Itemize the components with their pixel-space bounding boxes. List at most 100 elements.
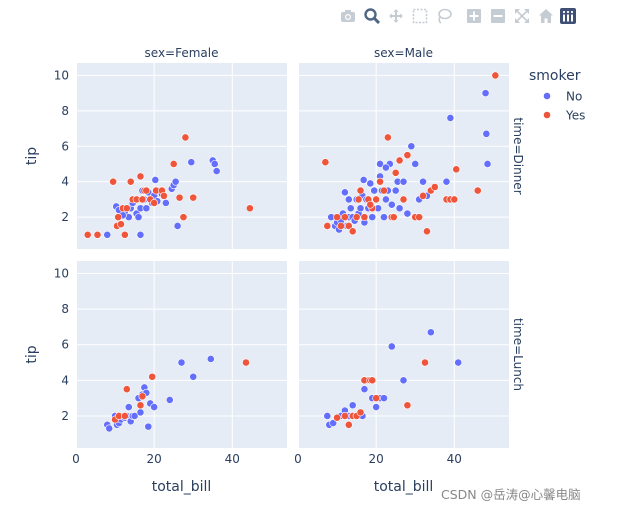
scatter-point-yes <box>83 230 92 239</box>
scatter-point-no <box>150 403 159 411</box>
zoom-out-icon[interactable] <box>490 8 506 24</box>
scatter-point-no <box>105 424 114 433</box>
scatter-point-no <box>165 396 174 404</box>
scatter-point-yes <box>380 186 388 195</box>
lasso-select-icon[interactable] <box>436 8 452 24</box>
scatter-point-yes <box>352 213 361 222</box>
scatter-point-yes <box>117 220 125 229</box>
scatter-point-yes <box>333 413 341 422</box>
scatter-point-no <box>323 412 332 420</box>
scatter-point-no <box>130 412 139 420</box>
scatter-point-no <box>340 188 349 197</box>
scatter-point-no <box>426 328 435 337</box>
scatter-point-yes <box>142 186 151 195</box>
scatter-point-yes <box>175 193 184 202</box>
zoom-in-icon[interactable] <box>466 8 482 24</box>
scatter-point-yes <box>354 195 363 204</box>
facet-col-label: sex=Male <box>374 46 433 60</box>
facet-row-label: time=Lunch <box>511 318 525 391</box>
scatter-point-no <box>136 230 145 239</box>
scatter-point-yes <box>419 191 427 200</box>
box-select-icon[interactable] <box>412 8 428 24</box>
scatter-point-no <box>171 177 180 186</box>
scatter-point-yes <box>109 177 118 186</box>
scatter-point-no <box>348 401 357 410</box>
legend-marker-yes[interactable] <box>543 111 551 119</box>
scatter-point-no <box>173 222 182 230</box>
scatter-point-no <box>481 89 490 98</box>
scatter-point-yes <box>120 230 129 239</box>
scatter-point-no <box>372 403 381 411</box>
y-tick-label: 2 <box>61 210 69 224</box>
scatter-point-yes <box>323 222 332 230</box>
scatter-point-yes <box>169 160 178 168</box>
pan-icon[interactable] <box>388 8 404 24</box>
scatter-point-no <box>446 114 455 122</box>
x-tick-label: 0 <box>72 452 80 466</box>
scatter-point-no <box>483 160 492 168</box>
scatter-point-yes <box>399 195 408 204</box>
scatter-point-yes <box>348 227 357 236</box>
scatter-point-yes <box>356 186 365 195</box>
scatter-point-yes <box>372 394 381 403</box>
y-tick-label: 10 <box>54 68 69 82</box>
scatter-point-yes <box>160 191 168 200</box>
scatter-point-no <box>442 177 451 186</box>
scatter-point-no <box>151 176 160 184</box>
scatter-point-yes <box>421 358 429 367</box>
scatter-point-yes <box>337 222 345 230</box>
scatter-point-no <box>407 142 416 151</box>
scatter-point-no <box>391 186 400 195</box>
y-tick-label: 4 <box>61 373 69 387</box>
zoom-icon[interactable] <box>364 8 380 24</box>
scatter-point-yes <box>403 151 412 160</box>
scatter-point-no <box>482 129 491 138</box>
scatter-point-yes <box>340 213 349 222</box>
scatter-point-no <box>212 167 221 175</box>
scatter-point-yes <box>415 213 424 222</box>
scatter-point-yes <box>181 133 190 142</box>
scatter-point-yes <box>138 392 147 401</box>
scatter-point-yes <box>452 165 461 174</box>
scatter-point-no <box>144 422 153 431</box>
scatter-point-yes <box>333 213 341 222</box>
facet-panel <box>76 261 287 448</box>
scatter-point-no <box>399 376 408 385</box>
scatter-point-no <box>356 204 365 213</box>
scatter-point-yes <box>245 204 254 213</box>
y-tick-label: 8 <box>61 302 69 316</box>
scatter-point-yes <box>423 227 431 236</box>
scatter-point-yes <box>366 200 375 209</box>
scatter-point-yes <box>389 213 398 222</box>
scatter-point-no <box>387 200 396 209</box>
y-tick-label: 10 <box>54 266 69 280</box>
scatter-point-no <box>103 230 112 239</box>
scatter-point-no <box>419 177 427 186</box>
legend-marker-no[interactable] <box>543 92 551 100</box>
facet-row-label: time=Dinner <box>511 117 525 194</box>
scatter-point-yes <box>340 412 349 420</box>
facet-panel <box>298 261 509 448</box>
scatter-point-yes <box>189 193 198 202</box>
scatter-point-no <box>382 163 390 172</box>
facet-col-label: sex=Female <box>145 46 219 60</box>
reset-axes-icon[interactable] <box>538 8 554 24</box>
scatter-point-yes <box>179 213 188 222</box>
scatter-point-no <box>329 419 338 427</box>
scatter-point-no <box>344 195 353 204</box>
scatter-point-no <box>346 204 355 213</box>
y-tick-label: 6 <box>61 139 69 153</box>
y-tick-label: 8 <box>61 104 69 118</box>
scatter-point-yes <box>395 156 404 165</box>
scatter-point-no <box>136 408 145 417</box>
scatter-point-no <box>161 199 170 207</box>
scatter-point-yes <box>391 168 400 177</box>
camera-icon[interactable] <box>340 8 356 24</box>
x-tick-label: 40 <box>447 452 462 466</box>
plotly-logo-icon[interactable] <box>560 8 576 24</box>
scatter-point-yes <box>136 401 145 410</box>
y-axis-title: tip <box>24 345 40 363</box>
autoscale-icon[interactable] <box>514 8 530 24</box>
scatter-point-yes <box>122 385 131 394</box>
